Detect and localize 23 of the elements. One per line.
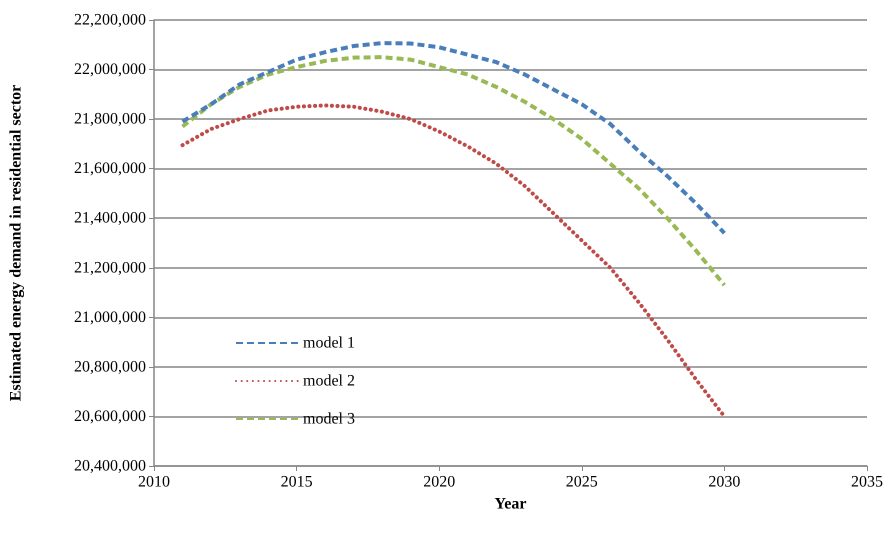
legend-label: model 1	[303, 334, 355, 352]
y-tick-label: 21,800,000	[74, 110, 146, 128]
y-tick-label: 22,200,000	[74, 12, 146, 28]
x-tick-label: 2025	[566, 474, 598, 490]
y-tick-label: 20,800,000	[74, 358, 146, 376]
y-tick-label: 21,600,000	[74, 160, 146, 178]
x-tick-label: 2010	[138, 474, 170, 490]
x-tick-label: 2015	[280, 474, 313, 490]
y-tick-label: 20,600,000	[74, 408, 146, 425]
y-tick-label: 21,400,000	[74, 210, 146, 227]
line-series	[180, 55, 726, 288]
y-axis-title: Estimated energy demand in residential sector	[8, 84, 24, 402]
y-tick-label: 20,400,000	[74, 458, 146, 474]
y-tick-label: 21,000,000	[74, 308, 146, 326]
legend-label: model 2	[303, 372, 355, 390]
x-tick-label: 2035	[851, 474, 883, 490]
y-tick-label: 22,000,000	[74, 61, 146, 78]
line-series	[180, 41, 726, 236]
x-axis-title: Year	[494, 496, 526, 512]
legend-label: model 3	[303, 410, 355, 428]
x-tick-label: 2030	[708, 474, 740, 490]
x-tick-label: 2020	[423, 474, 456, 490]
y-tick-label: 21,200,000	[74, 259, 146, 276]
